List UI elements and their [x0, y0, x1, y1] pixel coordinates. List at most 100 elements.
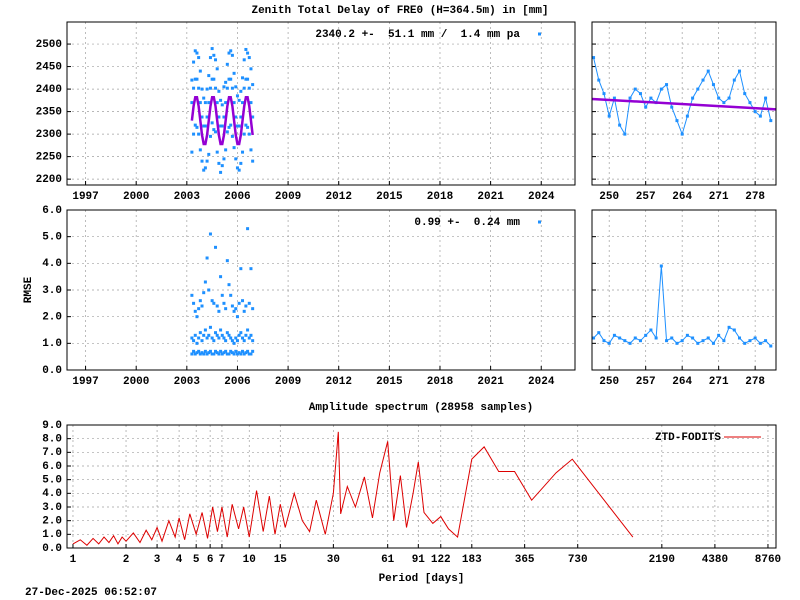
data-point: [246, 51, 250, 55]
data-point: [691, 96, 695, 100]
y-tick-label: 5.0: [42, 475, 62, 487]
data-point: [235, 94, 239, 98]
data-point: [214, 245, 218, 249]
data-point: [217, 89, 221, 93]
x-tick-label: 257: [636, 191, 656, 203]
legend-label: ZTD-FODITS: [655, 432, 721, 444]
data-point: [680, 339, 684, 343]
data-point: [217, 352, 221, 356]
data-point: [607, 341, 611, 345]
data-point: [215, 304, 219, 308]
x-tick-label: 3: [154, 554, 161, 566]
data-point: [242, 132, 246, 136]
data-point: [649, 96, 653, 100]
data-point: [706, 336, 710, 340]
x-tick-label: 2009: [275, 376, 301, 388]
data-point: [764, 96, 768, 100]
data-point: [665, 339, 669, 343]
data-point: [230, 351, 234, 355]
data-point: [195, 51, 199, 55]
data-point: [219, 275, 223, 279]
data-point: [227, 333, 231, 337]
data-point: [215, 150, 219, 154]
data-point: [210, 121, 214, 125]
data-point: [769, 344, 773, 348]
data-point: [612, 333, 616, 337]
data-point: [230, 86, 234, 90]
data-point: [251, 83, 255, 87]
data-point: [597, 78, 601, 82]
data-point: [193, 77, 197, 81]
data-point: [227, 51, 231, 55]
data-point: [633, 87, 637, 91]
x-tick-label: 2012: [326, 191, 352, 203]
data-point: [623, 339, 627, 343]
data-point: [244, 77, 248, 81]
data-point: [717, 96, 721, 100]
data-point: [219, 124, 223, 128]
x-tick-label: 2: [123, 554, 130, 566]
x-tick-label: 7: [219, 554, 226, 566]
x-tick-label: 2015: [376, 191, 403, 203]
data-point: [229, 49, 233, 53]
data-point: [234, 336, 238, 340]
legend-label: 0.99 +- 0.24 mm: [414, 217, 520, 229]
data-point: [623, 132, 627, 136]
data-point: [195, 77, 199, 81]
x-tick-label: 183: [462, 554, 482, 566]
data-point: [680, 132, 684, 136]
x-tick-label: 257: [636, 376, 656, 388]
x-tick-label: 2024: [528, 376, 555, 388]
data-point: [675, 119, 679, 123]
y-tick-label: 2250: [36, 152, 62, 164]
data-point: [685, 333, 689, 337]
data-point: [210, 352, 214, 356]
data-point: [229, 293, 233, 297]
x-tick-label: 10: [243, 554, 256, 566]
data-point: [208, 349, 212, 353]
data-point: [227, 125, 231, 129]
data-point: [247, 352, 251, 356]
data-point: [618, 336, 622, 340]
x-tick-label: 2003: [174, 191, 201, 203]
data-point: [241, 349, 245, 353]
y-tick-label: 5.0: [42, 232, 62, 244]
data-point: [717, 333, 721, 337]
x-tick-label: 278: [745, 191, 765, 203]
data-point: [210, 299, 214, 303]
data-point: [208, 86, 212, 90]
data-point: [251, 349, 255, 353]
data-point: [202, 96, 206, 100]
data-point: [208, 232, 212, 236]
data-point: [225, 352, 229, 356]
data-point: [249, 101, 253, 105]
legend-swatch: [538, 220, 541, 224]
data-point: [222, 301, 226, 305]
data-point: [696, 87, 700, 91]
data-point: [190, 78, 194, 82]
data-point: [241, 150, 245, 154]
y-tick-label: 9.0: [42, 420, 62, 432]
data-point: [239, 331, 243, 335]
data-point: [198, 331, 202, 335]
data-point: [225, 259, 229, 263]
data-point: [241, 299, 245, 303]
plot-frame: [591, 21, 777, 186]
data-point: [242, 86, 246, 90]
data-point: [241, 76, 245, 80]
chart-title: Zenith Total Delay of FRE0 (H=364.5m) in…: [251, 5, 548, 17]
chart-title: Amplitude spectrum (28958 samples): [309, 402, 533, 414]
y-tick-label: 0.0: [42, 543, 62, 555]
data-point: [202, 168, 206, 172]
data-point: [628, 96, 632, 100]
data-point: [633, 336, 637, 340]
x-tick-label: 2190: [649, 554, 675, 566]
data-point: [212, 339, 216, 343]
data-point: [237, 98, 241, 102]
data-point: [207, 333, 211, 337]
data-point: [212, 53, 216, 57]
data-point: [190, 293, 194, 297]
data-point: [234, 307, 238, 311]
data-point: [212, 301, 216, 305]
